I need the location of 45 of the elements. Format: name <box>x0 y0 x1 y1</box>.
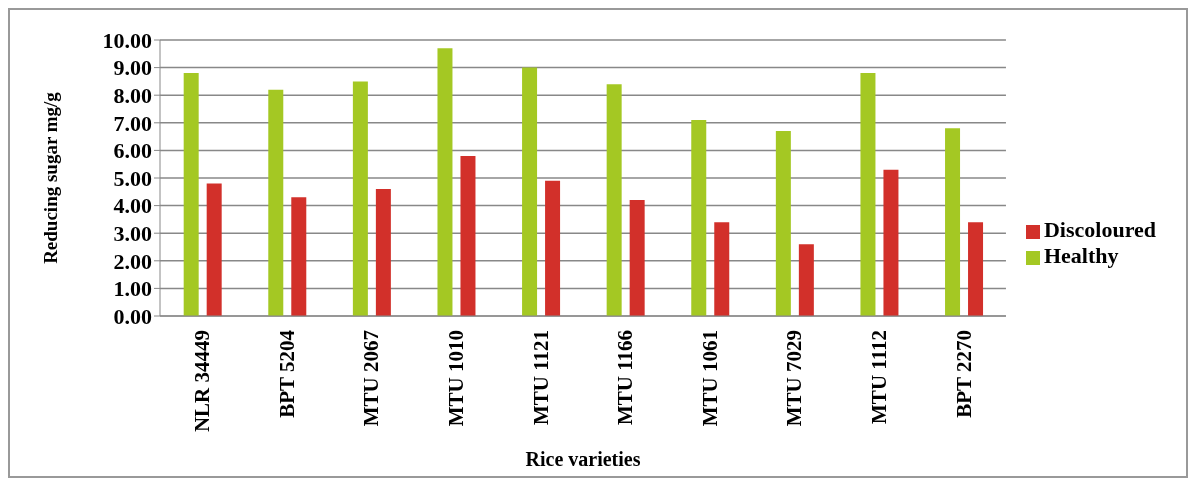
legend-label: Discoloured <box>1043 217 1156 242</box>
bar <box>460 155 476 316</box>
bar <box>798 244 814 316</box>
legend-label: Healthy <box>1043 243 1119 268</box>
bar <box>268 89 284 316</box>
bar <box>545 180 561 316</box>
y-tick-label: 0.00 <box>113 303 152 329</box>
x-tick-label: MTU 1121 <box>528 330 553 426</box>
x-tick-label: MTU 1166 <box>613 330 638 426</box>
x-tick-label: BPT 2270 <box>951 330 976 418</box>
x-tick-label: MTU 1010 <box>444 330 469 427</box>
y-tick-label: 4.00 <box>113 193 152 219</box>
x-tick-label: MTU 1112 <box>867 330 892 424</box>
x-tick-label: BPT 5204 <box>274 329 299 418</box>
bar <box>291 197 307 316</box>
bar <box>629 200 645 316</box>
y-tick-label: 2.00 <box>113 248 152 274</box>
bar <box>775 131 791 316</box>
y-tick-label: 5.00 <box>113 165 152 191</box>
bar <box>352 81 368 316</box>
bar <box>968 222 984 316</box>
bar <box>206 183 222 316</box>
y-tick-label: 3.00 <box>113 221 152 247</box>
bar <box>437 48 453 316</box>
y-tick-label: 8.00 <box>113 83 152 109</box>
y-tick-label: 7.00 <box>113 110 152 136</box>
y-tick-label: 1.00 <box>113 276 152 302</box>
bar <box>375 189 391 316</box>
bar <box>606 84 622 316</box>
x-tick-label: NLR 34449 <box>190 330 215 433</box>
x-axis-title: Rice varieties <box>525 448 641 470</box>
x-tick-label: MTU 1061 <box>697 330 722 427</box>
bar <box>522 67 538 316</box>
y-tick-label: 9.00 <box>113 55 152 81</box>
y-tick-label: 10.00 <box>102 27 152 53</box>
bar <box>183 73 199 316</box>
bar <box>714 222 730 316</box>
x-tick-label: MTU 7029 <box>782 330 807 427</box>
y-axis-title: Reducing sugar mg/g <box>39 91 61 264</box>
bar <box>691 120 707 316</box>
y-tick-label: 6.00 <box>113 138 152 164</box>
x-tick-label: MTU 2067 <box>359 330 384 427</box>
bar <box>945 128 961 316</box>
bar <box>883 169 899 316</box>
bar <box>860 73 876 316</box>
